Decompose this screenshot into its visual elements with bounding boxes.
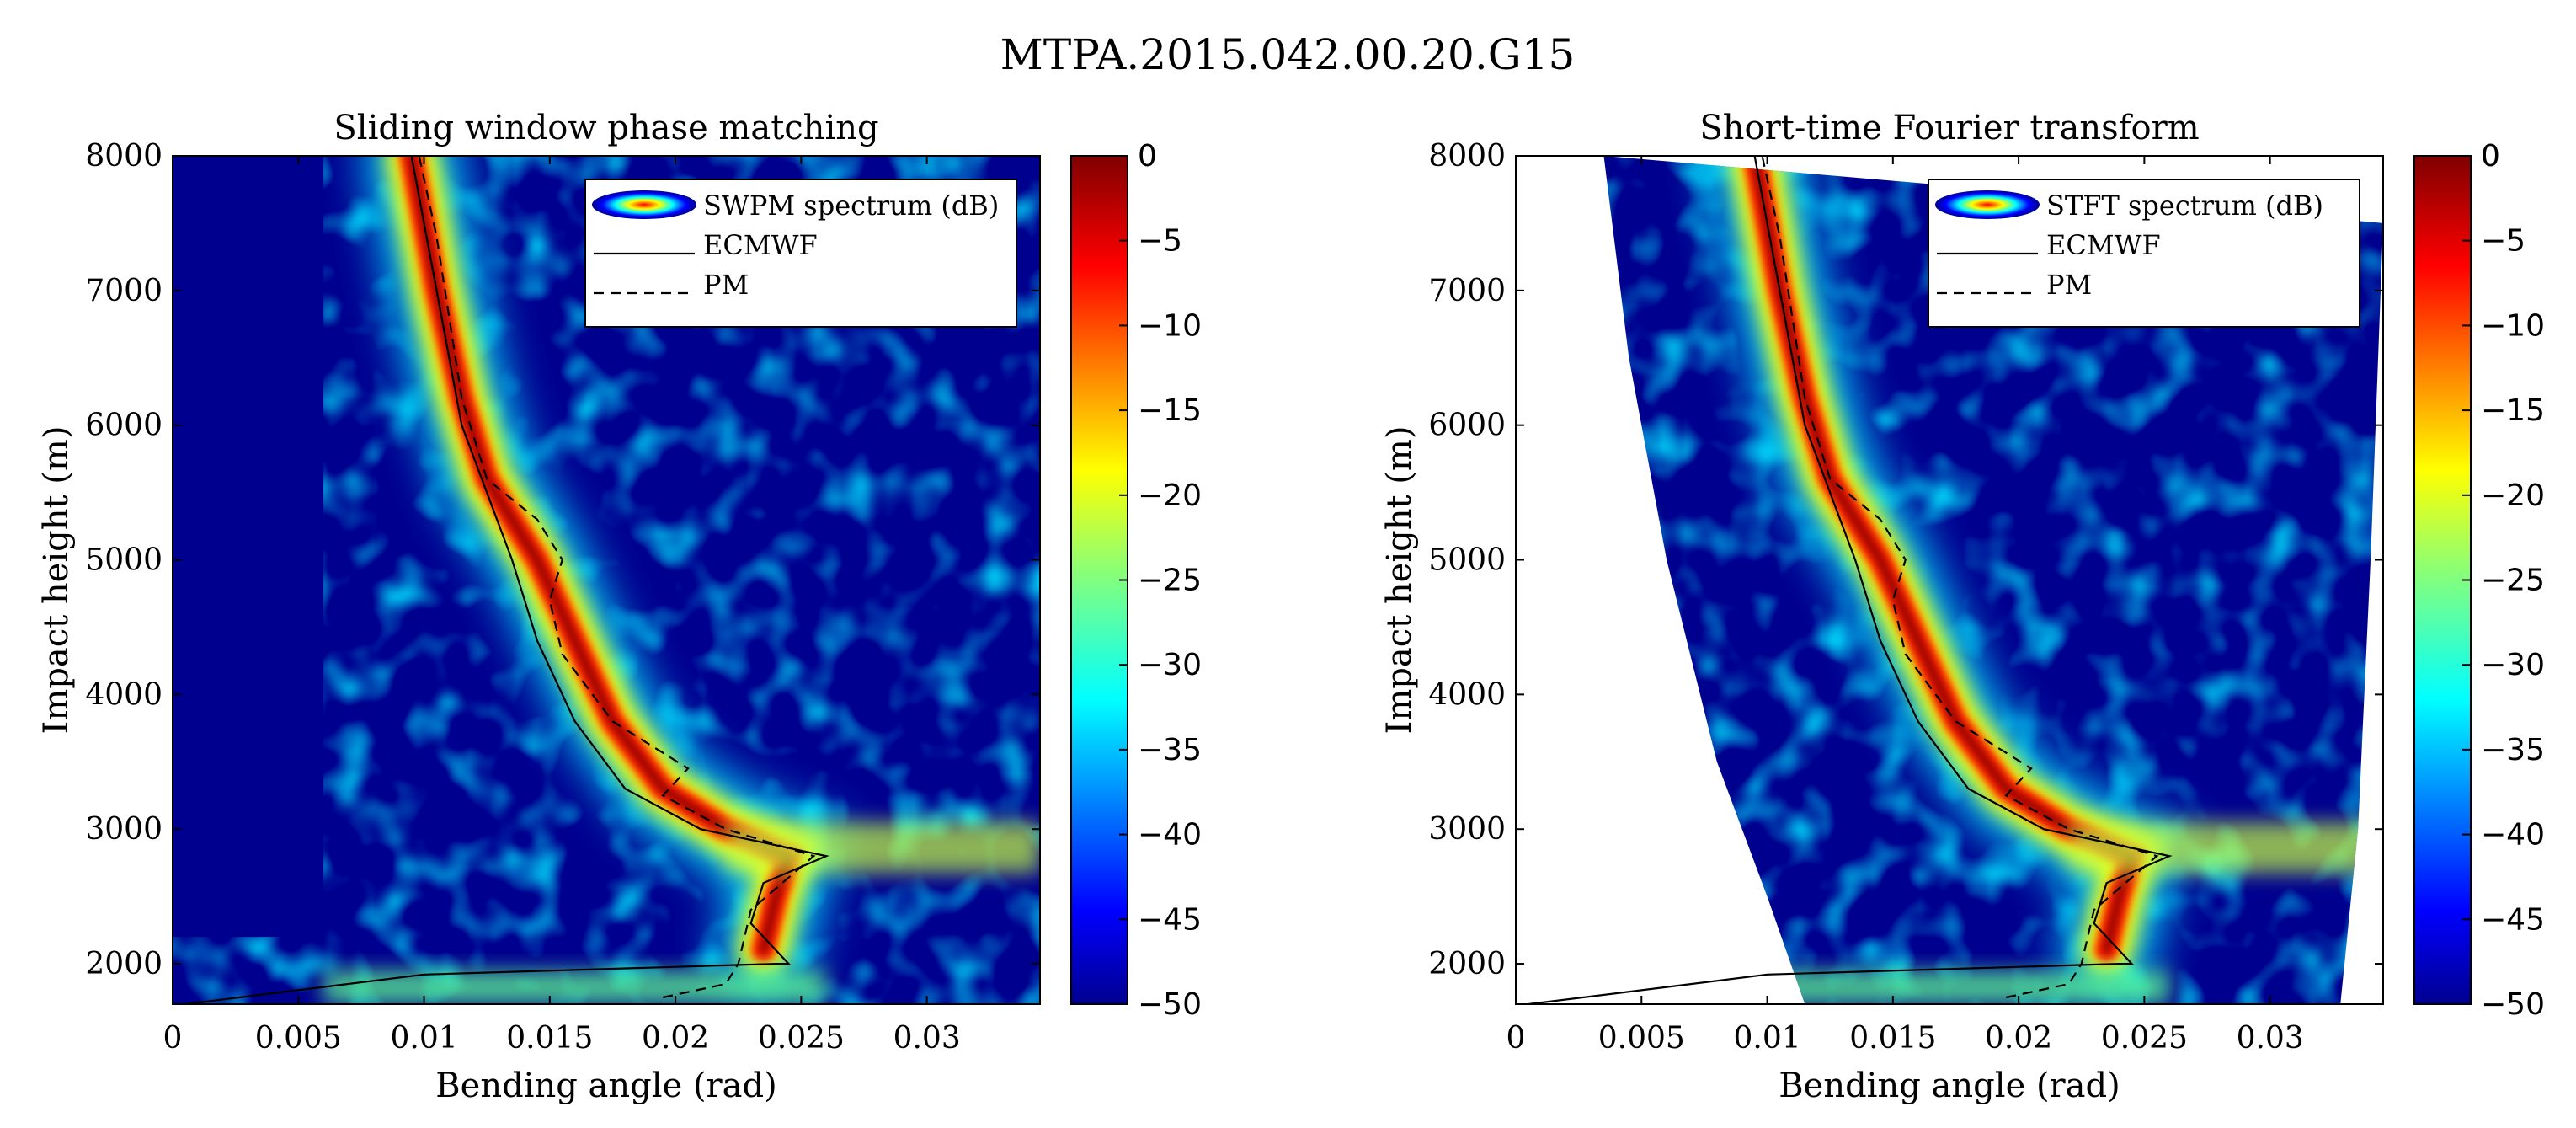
legend: SWPM spectrum (dB) ECMWF PM [584, 179, 1017, 328]
x-tick-label: 0 [1507, 1021, 1526, 1056]
x-tick-label: 0.03 [893, 1021, 961, 1056]
series-pm [418, 156, 816, 999]
legend-entry: ECMWF [2046, 229, 2161, 261]
colorbar-tick-label: −50 [2481, 987, 2545, 1022]
axes-box [172, 155, 1041, 1005]
legend-entry: SWPM spectrum (dB) [703, 190, 999, 222]
legend-entry: STFT spectrum (dB) [2046, 190, 2323, 222]
y-tick-label: 8000 [85, 139, 163, 174]
colorbar-tick-label: −5 [1138, 224, 1182, 259]
legend-swatch-icon [592, 190, 696, 219]
y-tick-label: 3000 [85, 812, 163, 847]
y-tick-label: 7000 [85, 274, 163, 308]
legend-entry: ECMWF [703, 229, 818, 261]
colorbar-tick-label: −30 [1138, 648, 1202, 682]
y-tick-label: 6000 [85, 409, 163, 443]
colorbar-tick-label: −10 [2481, 308, 2545, 343]
colorbar-tick-label: −20 [1138, 478, 1202, 513]
y-tick-label: 6000 [1428, 409, 1506, 443]
y-tick-label: 5000 [1428, 543, 1506, 578]
figure-title: MTPA.2015.042.00.20.G15 [1000, 30, 1576, 79]
x-tick-label: 0.025 [758, 1021, 845, 1056]
legend: STFT spectrum (dB) ECMWF PM [1928, 179, 2360, 328]
x-tick-label: 0.01 [390, 1021, 457, 1056]
x-axis-label: Bending angle (rad) [1779, 1067, 2120, 1105]
colorbar-tick-label: −15 [2481, 393, 2545, 428]
panel-title: Short-time Fourier transform [1699, 109, 2199, 147]
y-tick-label: 2000 [85, 947, 163, 981]
colorbar-tick-label: −40 [2481, 818, 2545, 853]
colorbar-gradient [2413, 155, 2472, 1005]
colorbar: 0 −5 −10 −15 −20 −25 −30 −35 −40 −45 −50 [1070, 139, 1202, 1022]
series-pm [1761, 156, 2159, 999]
x-tick-label: 0 [163, 1021, 183, 1056]
legend-entry: PM [703, 269, 749, 301]
ducting-band [725, 822, 1040, 874]
x-tick-label: 0.03 [2237, 1021, 2304, 1056]
y-tick-label: 8000 [1428, 139, 1506, 174]
legend-swatch-icon [1935, 190, 2040, 219]
colorbar-tick-label: −30 [2481, 648, 2545, 682]
low-altitude-band [1667, 970, 2170, 1004]
x-axis-label: Bending angle (rad) [435, 1067, 777, 1105]
y-tick-label: 4000 [1428, 677, 1506, 712]
colorbar-tick-label: −45 [2481, 902, 2545, 937]
y-tick-label: 2000 [1428, 947, 1506, 981]
colorbar-tick-label: 0 [1138, 139, 1157, 174]
x-tick-label: 0.005 [1598, 1021, 1685, 1056]
legend-entry: PM [2046, 269, 2092, 301]
colorbar-tick-label: −35 [1138, 733, 1202, 767]
axes-box [1515, 155, 2384, 1005]
colorbar: 0 −5 −10 −15 −20 −25 −30 −35 −40 −45 −50 [2413, 139, 2545, 1022]
y-tick-label: 3000 [1428, 812, 1506, 847]
heatmap-quiet-region [173, 156, 324, 938]
swpm-panel: 0 0.005 0.01 0.015 0.02 0.025 0.03 2000 3000 4000… [37, 109, 1202, 1105]
colorbar-tick-label: −35 [2481, 733, 2545, 767]
y-tick-label: 5000 [85, 543, 163, 578]
colorbar-tick-label: −20 [2481, 478, 2545, 513]
colorbar-tick-label: −15 [1138, 393, 1202, 428]
colorbar-gradient [1070, 155, 1128, 1005]
y-axis-label: Impact height (m) [1380, 426, 1419, 735]
colorbar-tick-label: −25 [2481, 564, 2545, 598]
colorbar-tick-label: −25 [1138, 564, 1202, 598]
panel-title: Sliding window phase matching [333, 109, 878, 147]
x-tick-label: 0.015 [506, 1021, 593, 1056]
colorbar-tick-label: −10 [1138, 308, 1202, 343]
y-tick-label: 7000 [1428, 274, 1506, 308]
series-ecmwf [1528, 156, 2173, 1004]
stft-panel: 0 0.005 0.01 0.015 0.02 0.025 0.03 2000 3000 4000… [1380, 109, 2545, 1105]
y-tick-label: 4000 [85, 677, 163, 712]
x-tick-label: 0.02 [1985, 1021, 2052, 1056]
y-axis-label: Impact height (m) [37, 426, 76, 735]
colorbar-tick-label: −45 [1138, 902, 1202, 937]
colorbar-tick-label: −5 [2481, 224, 2525, 259]
colorbar-tick-label: −50 [1138, 987, 1202, 1022]
x-tick-label: 0.02 [642, 1021, 709, 1056]
x-tick-label: 0.005 [255, 1021, 342, 1056]
ducting-band [2068, 822, 2383, 874]
x-tick-label: 0.015 [1849, 1021, 1936, 1056]
x-tick-label: 0.01 [1733, 1021, 1800, 1056]
low-altitude-band [323, 970, 827, 1004]
series-ecmwf [184, 156, 829, 1004]
colorbar-tick-label: 0 [2481, 139, 2500, 174]
colorbar-tick-label: −40 [1138, 818, 1202, 853]
x-tick-label: 0.025 [2101, 1021, 2188, 1056]
